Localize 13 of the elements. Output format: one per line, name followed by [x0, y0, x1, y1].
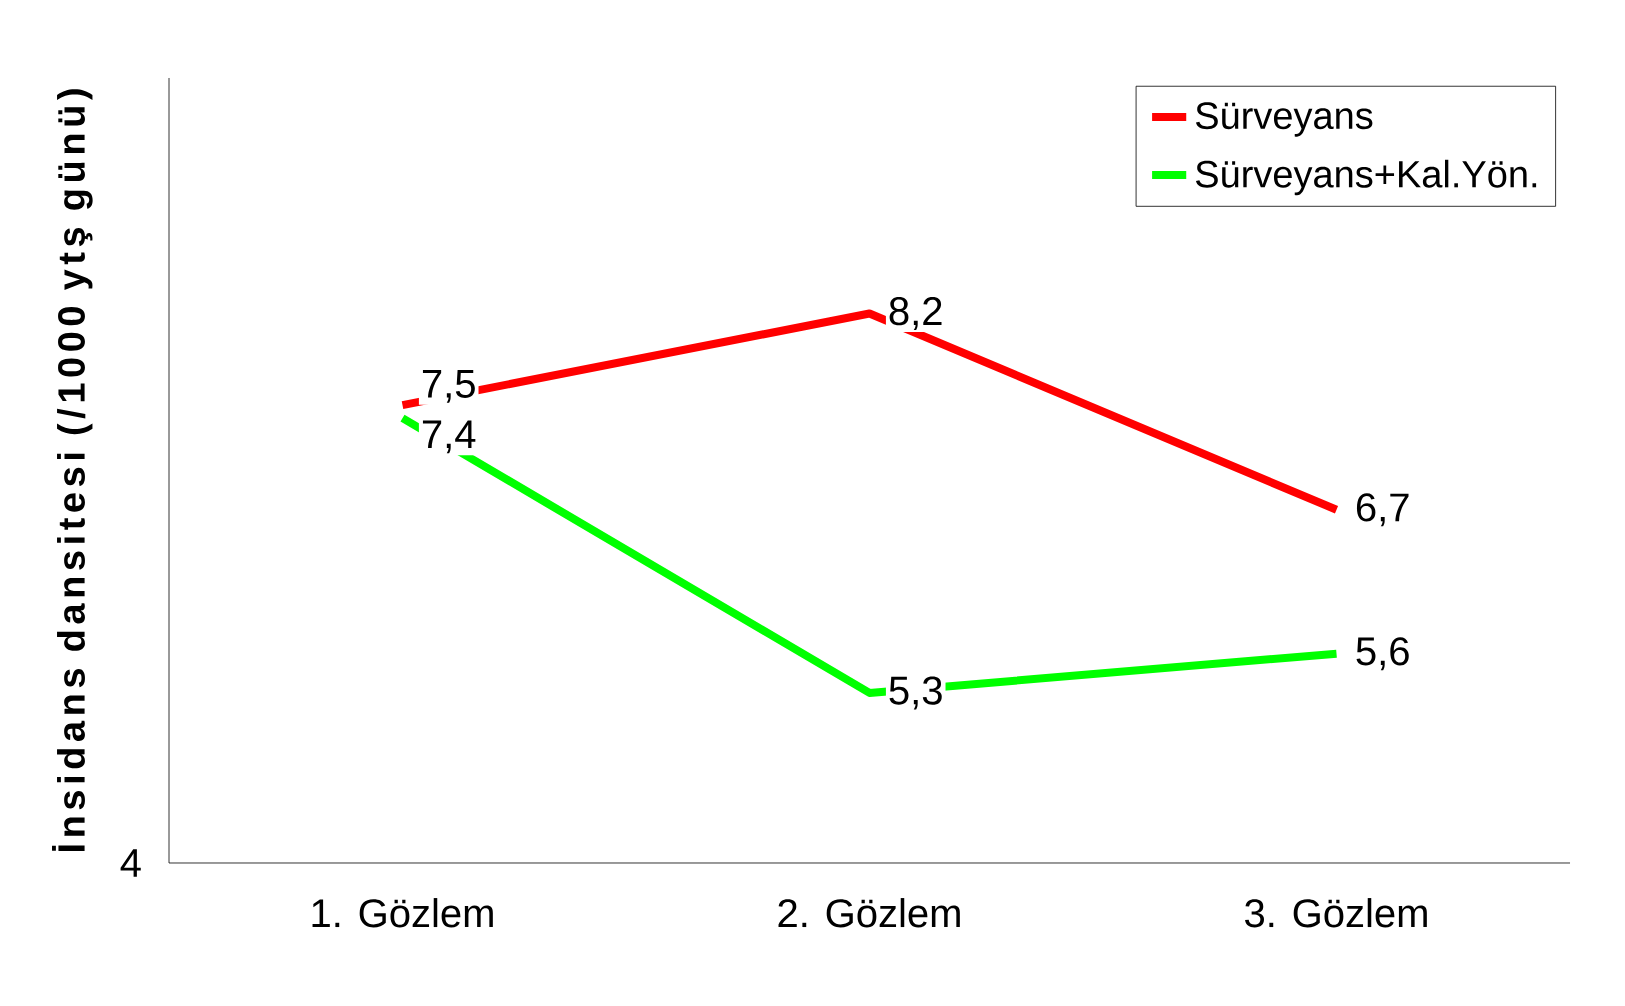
- legend-label: Sürveyans+Kal.Yön.: [1195, 159, 1537, 196]
- data-label: 8,2: [889, 296, 942, 331]
- data-label: 5,6: [1356, 637, 1409, 671]
- data-label: 5,3: [889, 676, 942, 710]
- data-label: 6,7: [1356, 493, 1409, 527]
- legend-label: Sürveyans: [1195, 102, 1373, 137]
- data-label: 7,5: [422, 370, 475, 403]
- data-label: 7,4: [422, 420, 476, 454]
- x-tick-label: 2. Gözlem: [778, 898, 960, 928]
- x-tick-label: 3. Gözlem: [1245, 898, 1427, 928]
- y-axis-title: İnsidans dansitesi (/1000 ytş günü): [52, 89, 93, 851]
- x-tick-label: 1. Gözlem: [312, 898, 493, 928]
- text: 4: [120, 849, 141, 877]
